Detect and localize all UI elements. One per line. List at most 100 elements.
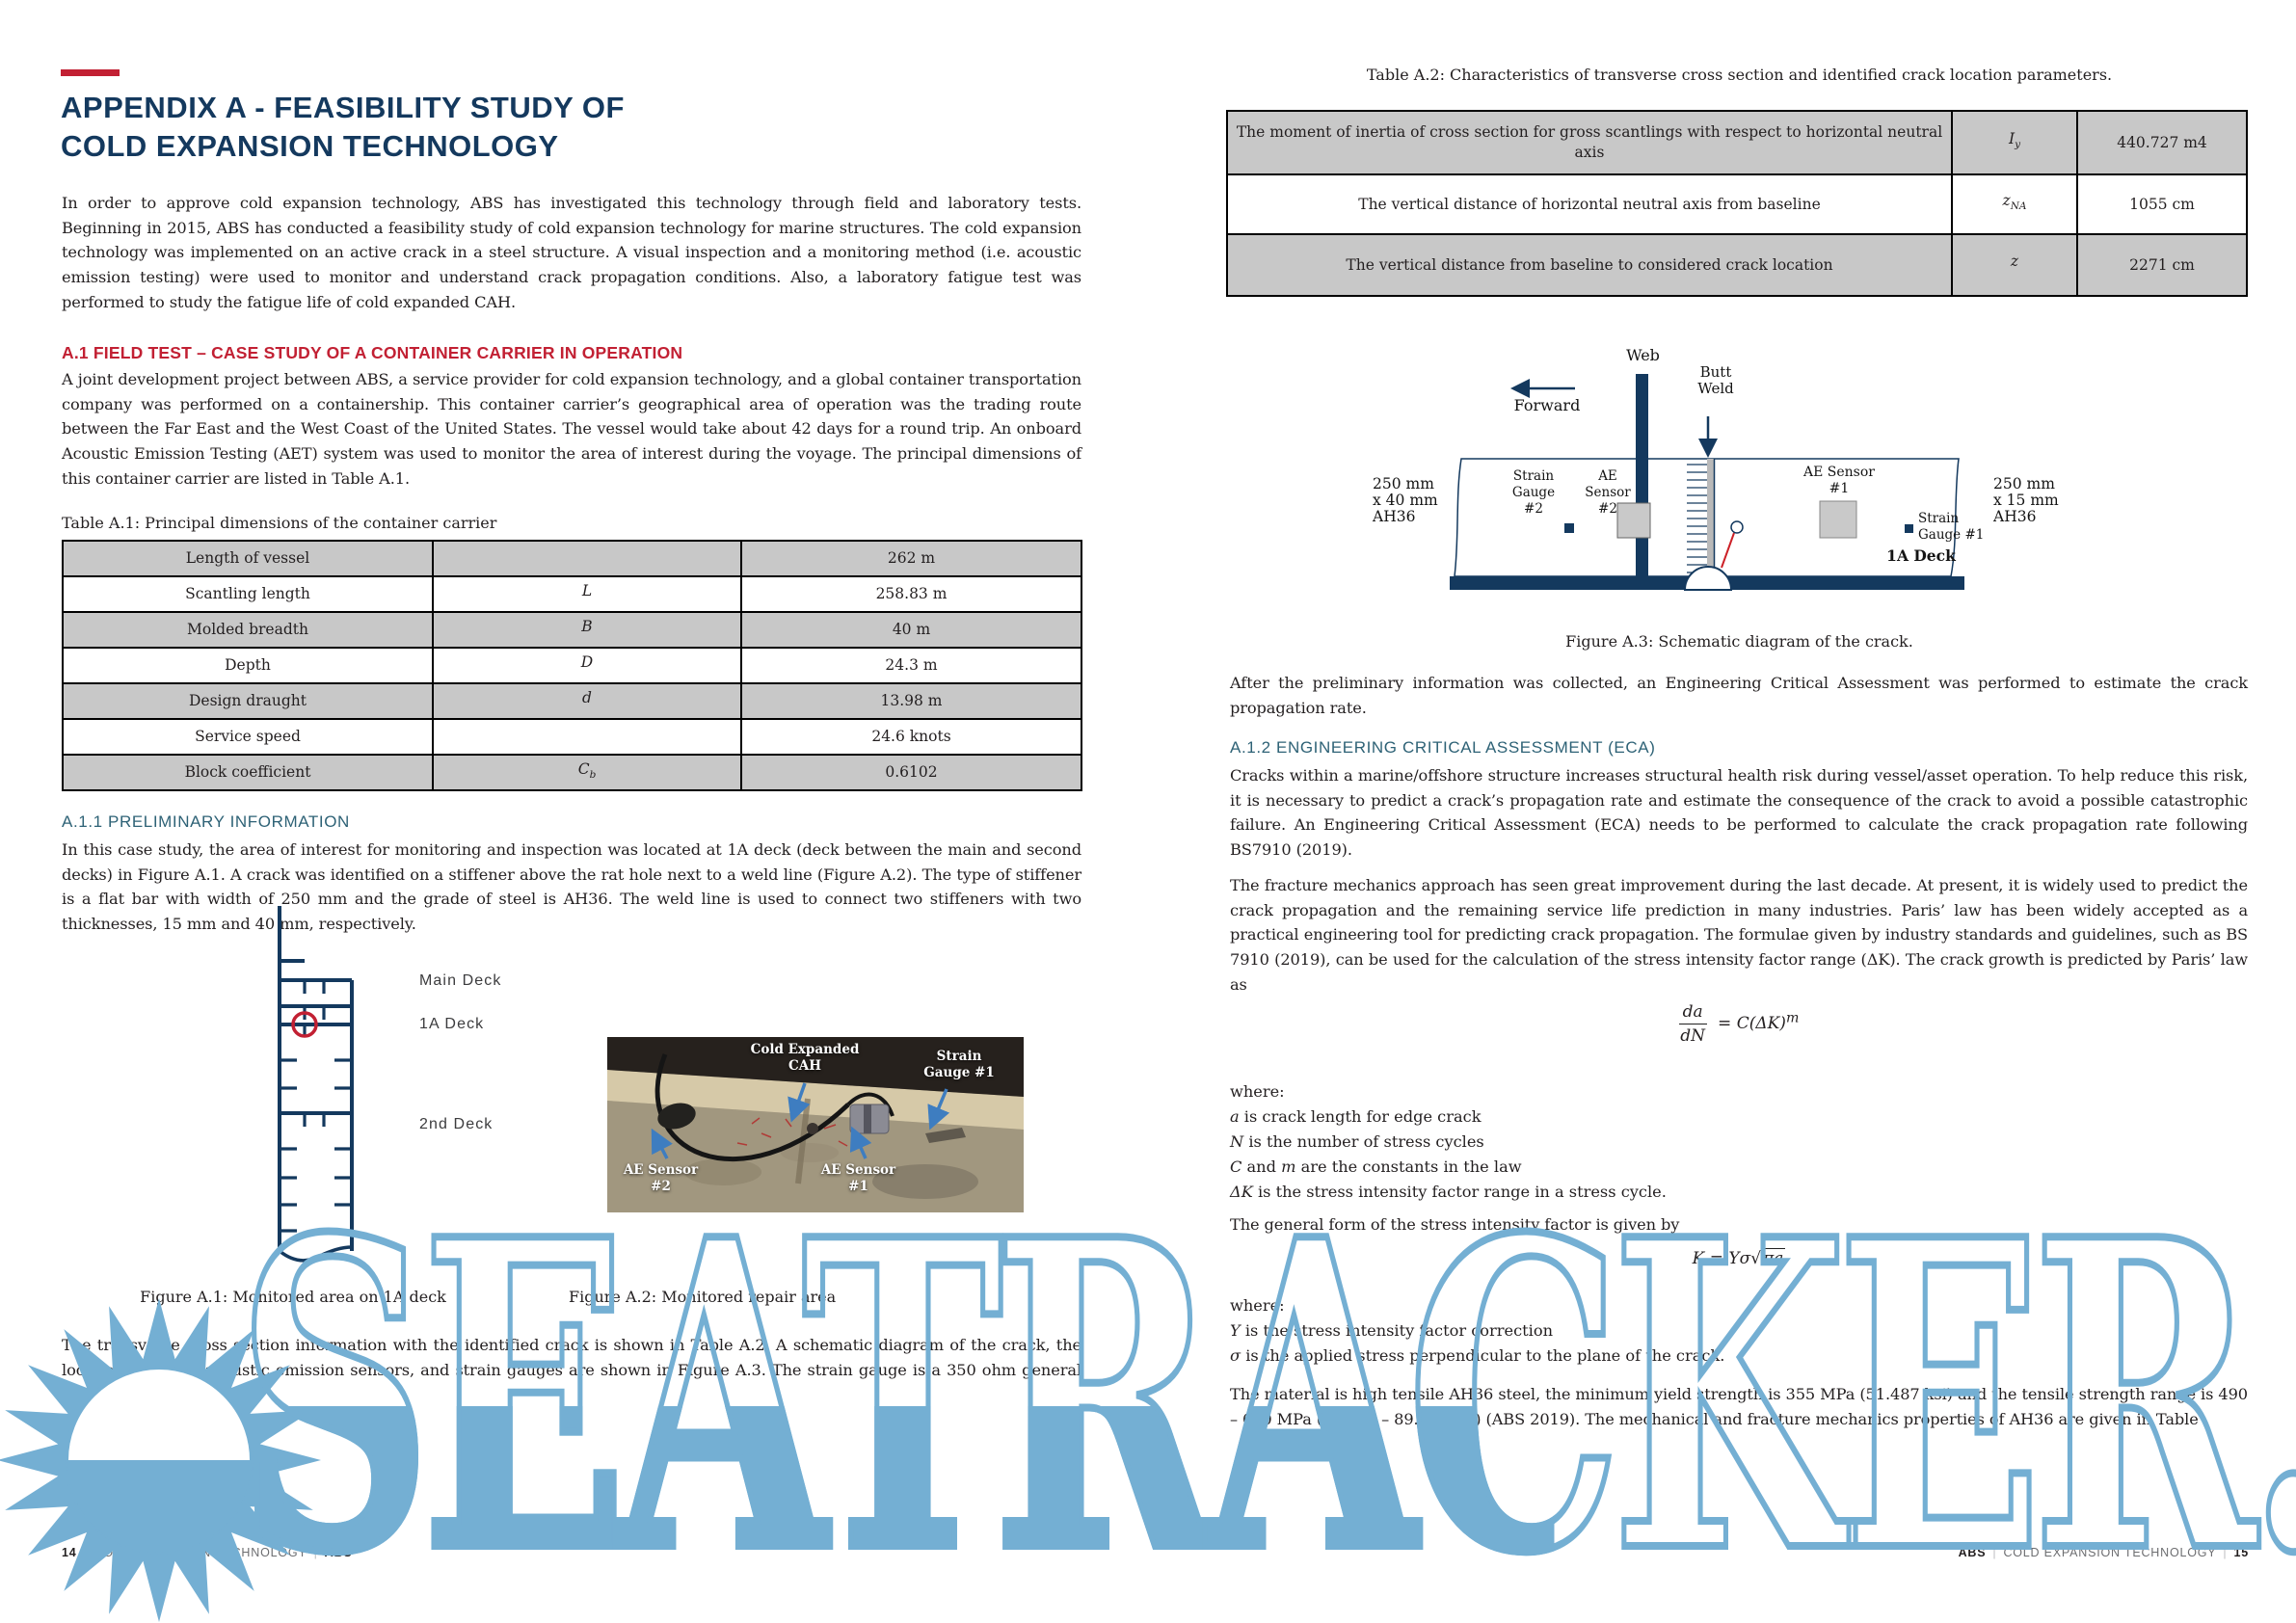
table-cell: Length of vessel — [62, 540, 434, 577]
table-cell: 2271 cm — [2076, 233, 2248, 297]
where-intro: where: — [1230, 1082, 1285, 1101]
table-cell: 13.98 m — [740, 682, 1082, 720]
cold-expanded-hole — [807, 1123, 818, 1134]
table-cell: Depth — [62, 647, 434, 684]
butt-weld-label: Butt Weld — [1697, 363, 1734, 397]
table-cell: Scantling length — [62, 575, 434, 613]
crack-tip-circle — [1730, 520, 1744, 534]
table-cell: 24.6 knots — [740, 718, 1082, 756]
crack-line — [1721, 532, 1735, 569]
table-cell: z — [1951, 233, 2078, 297]
figure-a1-caption: Figure A.1: Monitored area on 1A deck — [140, 1288, 446, 1306]
where-intro: where: — [1230, 1296, 1285, 1315]
table-a2-caption: Table A.2: Characteristics of transverse… — [1366, 66, 2113, 84]
figure-a2-caption: Figure A.2: Monitored repair area — [569, 1288, 837, 1306]
stress-intensity-formula: K = Yσ√ πa — [1692, 1248, 1786, 1268]
table-cell: 0.6102 — [740, 754, 1082, 791]
table-cell: Iy — [1951, 110, 2078, 175]
figure-a3-caption: Figure A.3: Schematic diagram of the cra… — [1565, 632, 1913, 651]
strain-gauge-1-device — [925, 1128, 966, 1143]
strain-gauge-2-label: Strain Gauge #2 — [1511, 468, 1556, 517]
figure-a2-photo: Cold Expanded CAH Strain Gauge #1 AE Sen… — [607, 1037, 1024, 1212]
table-cell: 262 m — [740, 540, 1082, 577]
table-cell: Molded breadth — [62, 611, 434, 649]
where-list-1: where: a is crack length for edge crack … — [1230, 1079, 2248, 1205]
left-closing-paragraph: The transverse cross section information… — [62, 1336, 1081, 1404]
forward-label: Forward — [1513, 396, 1581, 414]
strain-gauge-1-label: Strain Gauge #1 — [923, 1049, 995, 1080]
table-cell: D — [432, 647, 742, 684]
table-row: The moment of inertia of cross section f… — [1226, 110, 2248, 175]
table-cell: The moment of inertia of cross section f… — [1226, 110, 1953, 175]
main-deck-label: Main Deck — [419, 972, 502, 989]
crack-schematic — [1450, 374, 1964, 591]
ae-sensor-1-label: AE Sensor #1 — [1803, 465, 1875, 496]
paris-law-formula: da dN = C(ΔK)m — [1678, 1002, 1800, 1046]
right-footer: ABS | COLD EXPANSION TECHNOLOGY | 15 — [1958, 1546, 2249, 1559]
table-cell: 40 m — [740, 611, 1082, 649]
table-row: Service speed 24.6 knots — [62, 718, 1082, 756]
footer-brand: ABS — [1958, 1546, 1987, 1559]
section-a1-heading: A.1 FIELD TEST – CASE STUDY OF A CONTAIN… — [62, 343, 683, 362]
figure-a1: Main Deck 1A Deck 2nd Deck — [258, 898, 576, 1284]
table-row: Length of vessel 262 m — [62, 540, 1082, 577]
table-a1-caption: Table A.1: Principal dimensions of the c… — [62, 514, 497, 532]
section-a12-paragraph-2: The fracture mechanics approach has seen… — [1230, 876, 2248, 994]
ae-sensor-2-marker — [1616, 502, 1651, 539]
sun-waterline-half — [67, 1460, 252, 1553]
ae-sensor-2-label: AE Sensor #2 — [1585, 468, 1631, 517]
cah-label: Cold Expanded CAH — [750, 1042, 860, 1074]
table-cell: L — [432, 575, 742, 613]
right-plate-label: 250 mm x 15 mm AH36 — [1993, 475, 2059, 525]
definition-line: σ is the applied stress perpendicular to… — [1230, 1346, 1725, 1365]
butt-weld-strip — [1707, 459, 1714, 576]
web-label: Web — [1626, 346, 1660, 364]
left-footer: 14 | COLD EXPANSION TECHNOLOGY | ABS — [62, 1546, 353, 1559]
table-cell: The vertical distance from baseline to c… — [1226, 233, 1953, 297]
section-a11-paragraph: In this case study, the area of interest… — [62, 840, 1081, 934]
web-bar — [1636, 374, 1648, 590]
deck-2nd-label: 2nd Deck — [419, 1116, 494, 1132]
table-cell: Design draught — [62, 682, 434, 720]
rat-hole — [1683, 566, 1733, 591]
crack-location-marker — [291, 1011, 318, 1038]
table-cell: d — [432, 682, 742, 720]
table-cell: 24.3 m — [740, 647, 1082, 684]
table-cell: 440.727 m4 — [2076, 110, 2248, 175]
page-number: 15 — [2233, 1546, 2249, 1559]
section-a12-heading: A.1.2 ENGINEERING CRITICAL ASSESSMENT (E… — [1230, 738, 1656, 757]
table-row: Depth D 24.3 m — [62, 647, 1082, 684]
ae-sensor-2-device — [657, 1103, 696, 1130]
deck-section-diagram — [278, 906, 354, 1263]
definition-line: a is crack length for edge crack — [1230, 1107, 1482, 1126]
table-cell: Cb — [432, 754, 742, 791]
page-title: APPENDIX A - FEASIBILITY STUDY OF COLD E… — [61, 91, 625, 163]
table-cell: zNA — [1951, 173, 2078, 235]
section-a12-paragraph-1: Cracks within a marine/offshore structur… — [1230, 766, 2248, 860]
table-row: The vertical distance of horizontal neut… — [1226, 173, 2248, 235]
definition-line: N is the number of stress cycles — [1230, 1132, 1484, 1151]
footer-brand: ABS — [324, 1546, 353, 1559]
strain-gauge-1-label: Strain Gauge #1 — [1918, 511, 1985, 543]
figure-a3: Web Forward Butt Weld 250 mm x 40 mm AH3… — [1369, 333, 2087, 625]
ae-sensor-1-marker — [1819, 500, 1857, 539]
table-cell: B — [432, 611, 742, 649]
deck-1a-label: 1A Deck — [419, 1016, 485, 1032]
right-closing-paragraph: The material is high tensile AH36 steel,… — [1230, 1385, 2248, 1428]
table-cell: Block coefficient — [62, 754, 434, 791]
intro-paragraph: In order to approve cold expansion techn… — [62, 194, 1081, 311]
section-a1-paragraph: A joint development project between ABS,… — [62, 370, 1081, 488]
where-list-2: where: Y is the stress intensity factor … — [1230, 1293, 2248, 1369]
definition-line: Y is the stress intensity factor correct… — [1230, 1321, 1554, 1340]
table-row: The vertical distance from baseline to c… — [1226, 233, 2248, 297]
table-cell — [432, 540, 742, 577]
definition-line: ΔK is the stress intensity factor range … — [1230, 1183, 1667, 1201]
repair-area-photo — [607, 1037, 1024, 1212]
footer-title: COLD EXPANSION TECHNOLOGY — [2003, 1546, 2217, 1559]
table-cell: Service speed — [62, 718, 434, 756]
section-a11-heading: A.1.1 PRELIMINARY INFORMATION — [62, 812, 350, 831]
accent-bar — [61, 69, 120, 76]
table-cell: 1055 cm — [2076, 173, 2248, 235]
definition-line: C and m are the constants in the law — [1230, 1157, 1522, 1176]
